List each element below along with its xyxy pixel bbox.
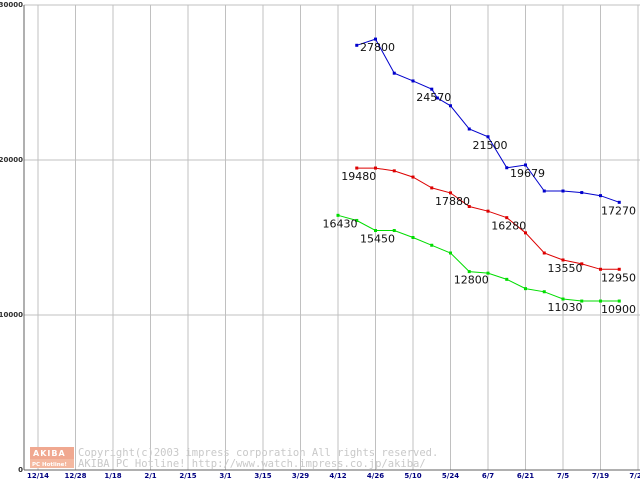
x-tick-label: 6/21 [517, 472, 534, 480]
data-label-red: 16280 [491, 220, 526, 233]
data-point-green [336, 213, 340, 217]
y-tick-label: 20000 [0, 156, 23, 164]
data-point-red [617, 267, 621, 271]
data-point-blue [449, 104, 452, 108]
data-point-green [374, 229, 377, 233]
data-point-red [467, 205, 471, 208]
watermark-badge-bottom-text: PC Hotline! [32, 462, 67, 468]
data-label-green: 10900 [601, 303, 636, 316]
data-point-red [449, 191, 452, 195]
data-point-blue [355, 43, 359, 47]
watermark-badge-bottom [30, 459, 74, 468]
data-point-blue [561, 189, 565, 193]
data-point-blue [505, 166, 509, 170]
data-label-green: 12800 [454, 274, 489, 287]
data-label-blue: 21500 [473, 139, 508, 152]
data-point-red [411, 175, 415, 179]
watermark: AKIBA PC Hotline! Copyright(c)2003 impre… [30, 447, 438, 470]
data-label-red: 13550 [548, 262, 583, 275]
data-point-blue [580, 191, 584, 195]
x-tick-label: 2/1 [144, 472, 156, 480]
data-point-green [392, 229, 396, 233]
data-label-blue: 17270 [601, 204, 636, 217]
x-tick-label: 5/24 [442, 472, 459, 480]
x-tick-label: 12/28 [64, 472, 86, 480]
data-label-green: 16430 [323, 217, 358, 230]
data-point-blue [374, 37, 377, 41]
data-point-green [430, 243, 434, 247]
x-tick-label: 7/19 [592, 472, 609, 480]
data-point-red [561, 258, 565, 262]
data-point-red [392, 169, 396, 173]
data-point-green [486, 271, 490, 275]
series-line-blue [356, 38, 620, 203]
data-point-green [524, 287, 527, 291]
data-point-red [355, 166, 359, 170]
data-point-red [505, 216, 509, 220]
x-tick-label: 3/29 [292, 472, 309, 480]
y-tick-label: 30000 [0, 1, 23, 9]
x-tick-label: 3/15 [254, 472, 271, 480]
data-point-blue [411, 79, 415, 83]
data-point-green [411, 236, 415, 239]
x-tick-label: 6/7 [482, 472, 494, 480]
data-point-blue [430, 87, 434, 91]
data-label-green: 15450 [360, 233, 395, 246]
data-point-green [580, 299, 584, 303]
x-tick-label: 7/26 [629, 472, 640, 480]
data-label-red: 12950 [601, 271, 636, 284]
x-tick-label: 4/12 [329, 472, 346, 480]
grid [24, 4, 640, 471]
y-tick-label: 10000 [0, 311, 23, 319]
watermark-copyright: Copyright(c)2003 impress corporation All… [78, 447, 438, 459]
data-point-blue [524, 163, 527, 167]
data-point-red [524, 231, 527, 235]
data-labels: 27800 24570 21500 19679 17270 19480 17880 16280… [323, 41, 637, 316]
data-point-green [449, 251, 452, 255]
data-point-blue [599, 194, 602, 198]
data-point-red [580, 262, 584, 266]
x-tick-label: 1/18 [104, 472, 121, 480]
data-point-blue [467, 127, 471, 131]
watermark-url: AKIBA PC Hotline! http://www.watch.impre… [78, 458, 426, 470]
data-point-green [599, 299, 602, 303]
data-point-red [430, 186, 434, 190]
data-point-blue [435, 96, 439, 100]
data-label-green: 11030 [548, 301, 583, 314]
data-point-red [374, 166, 377, 170]
data-label-blue: 27800 [360, 41, 395, 54]
data-label-red: 17880 [435, 195, 470, 208]
watermark-badge-top [30, 447, 74, 459]
watermark-badge-top-text: AKIBA [33, 449, 66, 458]
data-point-red [599, 267, 602, 271]
series [336, 37, 621, 303]
data-point-blue [542, 189, 546, 193]
x-tick-label: 7/5 [557, 472, 569, 480]
data-point-red [486, 209, 490, 213]
data-label-red: 19480 [341, 170, 376, 183]
data-point-green [467, 270, 471, 274]
y-tick-label: 0 [18, 466, 23, 474]
data-point-red [542, 251, 546, 255]
data-point-green [617, 299, 621, 303]
data-label-blue: 24570 [416, 91, 451, 104]
data-point-green [561, 297, 565, 301]
data-point-green [355, 218, 359, 222]
x-tick-label: 5/10 [404, 472, 421, 480]
series-line-green [337, 214, 620, 302]
data-point-green [505, 277, 509, 281]
data-label-blue: 19679 [510, 167, 545, 180]
x-tick-label: 2/15 [179, 472, 196, 480]
x-tick-label: 12/14 [27, 472, 49, 480]
data-point-blue [486, 135, 490, 139]
data-point-green [542, 290, 546, 294]
data-point-blue [392, 71, 396, 75]
data-point-blue [617, 200, 621, 204]
x-tick-label: 4/26 [367, 472, 384, 480]
x-tick-label: 3/1 [219, 472, 231, 480]
